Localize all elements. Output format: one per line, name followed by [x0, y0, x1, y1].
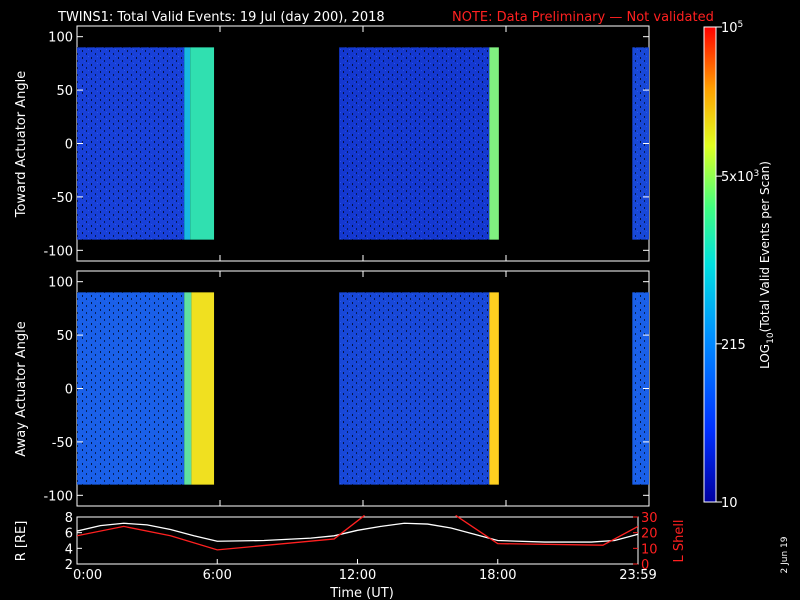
colorbar-tick-label: 215	[721, 338, 746, 353]
heatmap-block	[190, 47, 215, 240]
orbit-xtick-label: 12:00	[339, 568, 376, 583]
ytick-label: 50	[56, 329, 73, 344]
ytick-label: -50	[52, 191, 73, 206]
heatmap-texture	[77, 292, 185, 485]
colorbar	[703, 26, 717, 503]
heatmap-block	[489, 47, 499, 240]
orbit-xtick-label: 0:00	[73, 568, 102, 583]
orbit-series-line	[455, 514, 638, 546]
heatmap-block	[184, 47, 191, 240]
heatmap-block	[191, 292, 215, 485]
orbit-ytick-label: 4	[65, 542, 73, 557]
orbit-ytick-label: 6	[65, 527, 73, 542]
orbit-series-line	[77, 514, 365, 551]
away-ylabel: Away Actuator Angle	[14, 321, 29, 456]
heatmap-texture	[339, 292, 490, 485]
chart-title: TWINS1: Total Valid Events: 19 Jul (day …	[57, 10, 385, 25]
orbit-y2label: L Shell	[672, 519, 687, 562]
orbit-xlabel: Time (UT)	[329, 586, 394, 600]
orbit-line-plot	[77, 514, 638, 551]
heatmap-texture	[339, 47, 490, 240]
orbit-series-line	[77, 522, 638, 543]
orbit-xtick-label: 6:00	[203, 568, 232, 583]
orbit-y2tick-label: 30	[641, 511, 658, 526]
ytick-label: 0	[65, 383, 73, 398]
toward-ylabel: Toward Actuator Angle	[14, 71, 29, 218]
orbit-y2tick-label: 0	[641, 558, 649, 573]
heatmap-block	[184, 292, 192, 485]
away-heatmap	[77, 292, 649, 485]
colorbar-tick-label: 10	[721, 496, 738, 511]
toward-heatmap	[77, 47, 649, 240]
colorbar-tick-label: 105	[721, 20, 743, 36]
heatmap-texture	[77, 47, 185, 240]
orbit-xtick-label: 23:59	[619, 568, 656, 583]
heatmap-texture	[632, 47, 649, 240]
axes: 100500-50-100100500-50-100246801020300:0…	[43, 26, 658, 583]
side-date-label: 2 Jun 19	[780, 536, 790, 573]
colorbar-tick-label: 5x103	[721, 169, 759, 185]
colorbar-ticks: 105 5x103 215 10	[716, 20, 759, 511]
orbit-ytick-label: 8	[65, 511, 73, 526]
ytick-label: 50	[56, 84, 73, 99]
ytick-label: 100	[48, 31, 73, 46]
colorbar-label: LOG10(Total Valid Events per Scan)	[758, 161, 776, 369]
ytick-label: -100	[43, 489, 73, 504]
heatmap-texture	[632, 292, 649, 485]
orbit-y2tick-label: 10	[641, 542, 658, 557]
ytick-label: 0	[65, 138, 73, 153]
heatmap-block	[489, 292, 499, 485]
orbit-xtick-label: 18:00	[479, 568, 516, 583]
ytick-label: -100	[43, 244, 73, 259]
orbit-y2tick-label: 20	[641, 527, 658, 542]
ytick-label: -50	[52, 436, 73, 451]
orbit-ytick-label: 2	[65, 558, 73, 573]
panel-orbit-frame	[76, 516, 639, 565]
ytick-label: 100	[48, 276, 73, 291]
preliminary-note: NOTE: Data Preliminary — Not validated	[452, 10, 714, 25]
orbit-ylabel: R [RE]	[14, 521, 29, 562]
